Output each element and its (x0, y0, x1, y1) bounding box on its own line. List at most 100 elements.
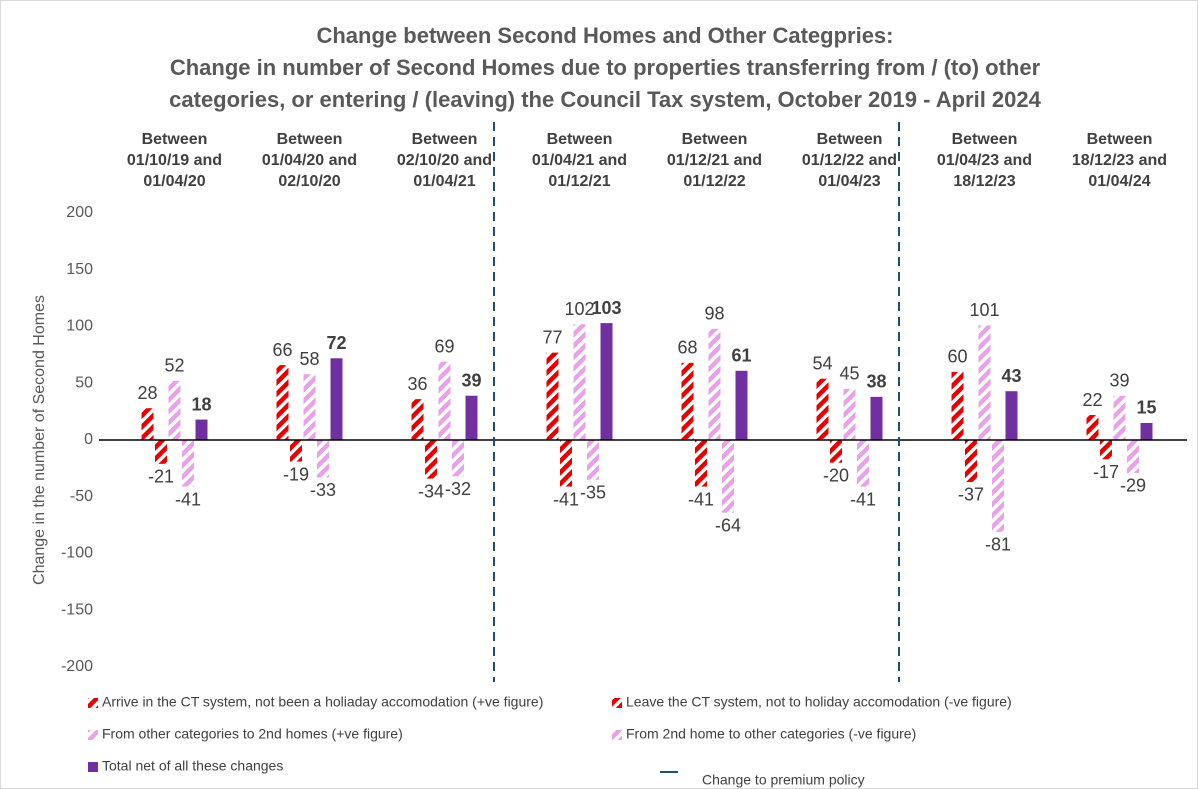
y-tick-label: -200 (61, 658, 93, 675)
value-label: 101 (969, 300, 999, 320)
x-category-label: Between (817, 131, 883, 148)
bar (965, 440, 977, 482)
x-category-label: Between (412, 131, 478, 148)
x-category-label: 18/12/23 and (1072, 152, 1167, 169)
legend-label: Total net of all these changes (102, 758, 283, 774)
legend-label: From 2nd home to other categories (-ve f… (626, 726, 916, 742)
value-label: -41 (553, 489, 579, 509)
legend-swatch (88, 698, 98, 708)
y-axis-title: Change in the number of Second Homes (31, 295, 48, 585)
bar (330, 358, 343, 440)
bar (303, 374, 316, 440)
bar (1100, 440, 1112, 460)
y-tick-label: -50 (70, 488, 93, 505)
x-category-label: 01/12/22 (683, 173, 745, 190)
bar (857, 440, 869, 487)
bar (182, 440, 194, 487)
legend-swatch (88, 762, 98, 772)
bar (695, 440, 707, 487)
bar (290, 440, 302, 462)
bar (560, 440, 572, 487)
chart-title: Change between Second Homes and Other Ca… (316, 23, 893, 48)
bar (465, 395, 478, 440)
chart-title: categories, or entering / (leaving) the … (169, 87, 1041, 112)
value-label: 45 (839, 364, 859, 384)
bar (830, 440, 842, 463)
value-label: 77 (542, 327, 562, 347)
x-category-label: Between (277, 131, 343, 148)
value-label: -32 (445, 479, 471, 499)
x-category-label: Between (142, 131, 208, 148)
x-category-label: 01/12/21 and (667, 152, 762, 169)
value-label: -64 (715, 515, 741, 535)
value-label: 58 (299, 349, 319, 369)
x-category-label: Between (952, 131, 1018, 148)
bar (843, 388, 856, 440)
bar (735, 370, 748, 440)
value-label: 68 (677, 338, 697, 358)
y-tick-label: -150 (61, 601, 93, 618)
legend-label: From other categories to 2nd homes (+ve … (102, 726, 403, 742)
bar (195, 419, 208, 440)
value-label: 103 (591, 298, 621, 318)
bar (708, 328, 721, 440)
x-category-label: 01/12/22 and (802, 152, 897, 169)
value-label: -41 (850, 489, 876, 509)
value-label: 39 (461, 370, 481, 390)
bar (155, 440, 167, 464)
legend-label: Arrive in the CT system, not been a holi… (102, 694, 543, 710)
x-category-label: 01/04/21 (413, 173, 475, 190)
value-label: -20 (823, 465, 849, 485)
bar (141, 408, 154, 440)
value-label: 39 (1109, 370, 1129, 390)
value-label: -41 (688, 489, 714, 509)
x-category-label: 01/04/20 (143, 173, 205, 190)
y-tick-label: 50 (75, 374, 93, 391)
bar (452, 440, 464, 477)
x-category-label: 01/04/20 and (262, 152, 357, 169)
chart-title: Change in number of Second Homes due to … (170, 55, 1041, 80)
value-label: 22 (1082, 390, 1102, 410)
bar (600, 323, 613, 440)
value-label: 38 (866, 372, 886, 392)
value-label: 18 (191, 394, 211, 414)
x-category-label: Between (682, 131, 748, 148)
bar (587, 440, 599, 480)
value-label: -34 (418, 481, 444, 501)
bar (425, 440, 437, 479)
bar (816, 378, 829, 440)
bar (168, 380, 181, 440)
y-tick-label: 100 (66, 318, 93, 335)
bar (1127, 440, 1139, 473)
value-label: 72 (326, 333, 346, 353)
value-label: 36 (407, 374, 427, 394)
bar (411, 399, 424, 440)
value-label: 52 (164, 356, 184, 376)
value-label: 102 (564, 299, 594, 319)
x-category-label: 02/10/20 (278, 173, 340, 190)
bar (951, 371, 964, 440)
y-tick-label: -100 (61, 545, 93, 562)
bar (438, 361, 451, 440)
x-category-label: 01/12/21 (548, 173, 610, 190)
value-label: 43 (1001, 366, 1021, 386)
x-category-label: 02/10/20 and (397, 152, 492, 169)
value-label: 98 (704, 304, 724, 324)
bar (546, 352, 559, 440)
x-category-label: 18/12/23 (953, 173, 1015, 190)
x-category-label: 01/04/21 and (532, 152, 627, 169)
bar (722, 440, 734, 513)
value-label: 54 (812, 353, 832, 373)
value-label: -35 (580, 482, 606, 502)
legend-swatch (612, 698, 622, 708)
legend-swatch (612, 730, 622, 740)
bar (681, 362, 694, 440)
value-label: -17 (1093, 462, 1119, 482)
bar (978, 325, 991, 440)
bar (1140, 422, 1153, 440)
value-label: -81 (985, 535, 1011, 555)
value-label: -41 (175, 489, 201, 509)
bar (1113, 395, 1126, 440)
